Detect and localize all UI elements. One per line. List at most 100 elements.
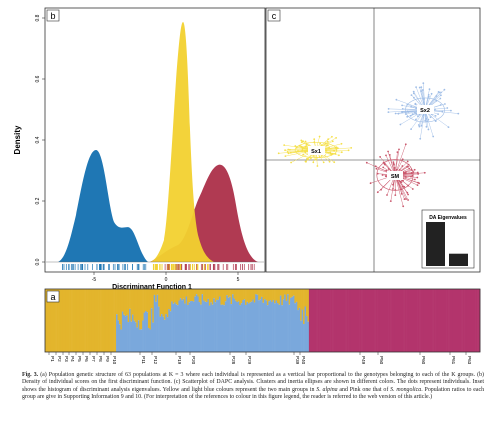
structure-bar	[304, 306, 307, 352]
scatter-point	[407, 193, 409, 196]
scatter-point	[450, 109, 452, 112]
structure-bar	[181, 289, 184, 301]
structure-bar	[110, 289, 112, 352]
structure-bar	[398, 289, 401, 352]
structure-bar	[233, 298, 236, 352]
structure-bar	[393, 289, 395, 352]
structure-bar	[174, 289, 176, 303]
structure-bar	[53, 289, 56, 352]
scatter-point	[396, 151, 399, 154]
structure-bar	[191, 289, 194, 301]
scatter-point	[284, 155, 287, 158]
structure-bar	[365, 289, 368, 352]
scatter-point	[411, 188, 414, 190]
structure-bar	[265, 300, 268, 352]
scatter-point	[302, 153, 305, 156]
population-label: P29	[247, 356, 252, 365]
structure-bar	[204, 289, 207, 302]
structure-bar	[314, 289, 317, 352]
scatter-point	[314, 158, 317, 161]
structure-bar	[124, 289, 127, 317]
scatter-point	[443, 88, 446, 91]
structure-bar	[197, 296, 199, 352]
structure-bar	[361, 289, 363, 352]
structure-bar	[403, 289, 405, 352]
eigenvalue-inset: DA Eigenvalues	[421, 209, 475, 269]
structure-bar	[459, 289, 462, 352]
rug-plot	[62, 264, 255, 270]
structure-bar	[121, 311, 124, 352]
cluster-label-sx2: Sx2	[420, 108, 430, 114]
structure-bar	[250, 289, 253, 302]
population-label: P19	[177, 356, 182, 365]
structure-bar	[205, 302, 208, 352]
structure-bar	[259, 289, 262, 300]
structure-bar	[343, 289, 346, 352]
cluster-label-sx1: Sx1	[311, 149, 321, 155]
structure-bar	[369, 289, 372, 352]
y-tick-label: 0.8	[35, 14, 41, 21]
figure-caption: Fig. 3. (a) Population genetic structure…	[22, 372, 484, 401]
structure-bar	[117, 289, 120, 321]
structure-bar	[269, 289, 272, 301]
structure-bar	[46, 289, 49, 352]
structure-bar	[261, 289, 263, 297]
structure-bar	[248, 289, 250, 304]
structure-bar	[249, 302, 252, 352]
structure-bar	[142, 320, 144, 352]
scatter-point	[380, 188, 382, 191]
structure-bar	[114, 289, 117, 352]
structure-bar	[207, 298, 210, 352]
structure-bar	[353, 289, 356, 352]
structure-bar	[47, 289, 50, 352]
structure-bar	[103, 289, 105, 352]
structure-bar	[382, 289, 385, 352]
structure-bar	[237, 301, 240, 352]
structure-bar	[62, 289, 65, 352]
structure-bar	[263, 289, 266, 300]
scatter-point	[423, 171, 426, 174]
structure-bar	[262, 302, 265, 352]
structure-bar	[192, 289, 195, 302]
structure-bar	[166, 317, 169, 352]
scatter-point	[384, 175, 387, 178]
scatter-point	[284, 149, 286, 152]
structure-bar	[290, 289, 292, 298]
structure-bar	[213, 289, 215, 299]
scatter-point	[440, 94, 442, 97]
structure-bar	[176, 305, 179, 352]
population-label: P10	[112, 356, 117, 365]
structure-bar	[430, 289, 433, 352]
structure-bar	[184, 303, 186, 352]
scatter-point	[313, 138, 316, 141]
structure-bar	[390, 289, 392, 352]
structure-bar	[279, 289, 282, 296]
structure-bar	[165, 314, 168, 352]
structure-bar	[348, 289, 350, 352]
structure-bar	[422, 289, 424, 352]
caption-text-mid: and Pink one that of	[337, 386, 391, 393]
scatter-point	[287, 148, 290, 151]
structure-bar	[139, 289, 141, 330]
structure-bar	[223, 289, 226, 306]
population-label: P12	[153, 356, 158, 365]
scatter-point	[319, 142, 322, 145]
scatter-point	[304, 140, 307, 143]
structure-bar	[172, 289, 175, 304]
population-label: P11	[141, 356, 146, 364]
scatter-point	[409, 114, 412, 117]
scatter-point	[432, 135, 435, 138]
scatter-point	[335, 137, 337, 139]
structure-bar	[120, 289, 123, 330]
structure-bar	[263, 299, 266, 352]
structure-bar	[133, 320, 136, 352]
structure-bar	[256, 289, 259, 295]
structure-bar	[288, 304, 291, 352]
scatter-point	[394, 194, 397, 197]
density-curve-blue	[58, 150, 148, 262]
structure-bar	[395, 289, 398, 352]
structure-bar	[233, 289, 236, 299]
structure-bar	[465, 289, 468, 352]
structure-bar	[220, 289, 223, 305]
structure-bar	[249, 289, 252, 303]
